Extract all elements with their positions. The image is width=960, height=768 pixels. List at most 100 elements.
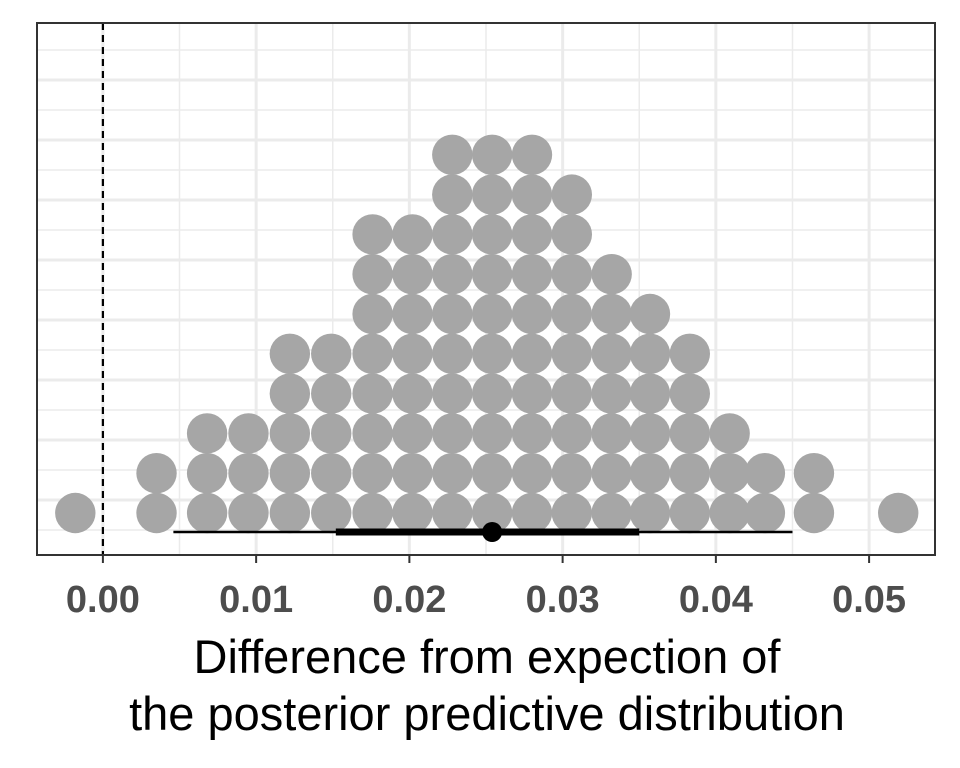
x-axis-title-line-2: the posterior predictive distribution: [129, 687, 845, 740]
dot: [709, 413, 750, 454]
dot: [311, 333, 352, 374]
dot: [352, 333, 393, 374]
dot: [392, 373, 433, 414]
dot: [471, 214, 513, 255]
dot: [551, 492, 593, 534]
dot: [269, 453, 311, 494]
dot: [669, 373, 711, 414]
x-tick-label: 0.02: [372, 579, 446, 621]
dot: [136, 453, 177, 494]
dot: [432, 293, 473, 335]
dot: [629, 413, 671, 454]
dot: [471, 134, 513, 175]
dot: [551, 333, 593, 374]
dot: [669, 333, 711, 374]
dot: [591, 293, 632, 335]
dot: [432, 453, 473, 494]
dot: [511, 453, 553, 494]
dot: [186, 492, 228, 534]
dot: [551, 174, 593, 215]
x-tick-label: 0.03: [526, 579, 600, 621]
dot: [591, 492, 632, 534]
dot: [511, 174, 553, 215]
dot: [352, 492, 393, 534]
dot: [471, 453, 513, 494]
dot: [551, 293, 593, 335]
dot: [392, 453, 433, 494]
dot: [669, 492, 711, 534]
dot: [793, 453, 835, 494]
interval-point: [482, 522, 503, 542]
panel-border: [36, 22, 936, 556]
dot: [471, 492, 513, 534]
dot: [591, 254, 632, 295]
dot: [352, 214, 393, 255]
x-tick-label: 0.04: [679, 579, 753, 621]
dot: [629, 373, 671, 414]
dot: [432, 333, 473, 374]
dot: [392, 214, 433, 255]
dot: [591, 333, 632, 374]
dot: [186, 413, 228, 454]
dot: [629, 453, 671, 494]
dot: [551, 214, 593, 255]
dot: [269, 413, 311, 454]
dot: [311, 453, 352, 494]
interval-summary: [173, 522, 793, 542]
dot: [269, 492, 311, 534]
dot: [629, 492, 671, 534]
dot: [392, 413, 433, 454]
dot: [352, 254, 393, 295]
dot: [392, 254, 433, 295]
dot: [511, 293, 553, 335]
dot: [551, 413, 593, 454]
dot: [432, 254, 473, 295]
dot: [511, 492, 553, 534]
dot: [471, 373, 513, 414]
dot: [629, 293, 671, 335]
dot: [591, 453, 632, 494]
dot: [709, 492, 750, 534]
dot: [551, 373, 593, 414]
x-tick-label: 0.00: [66, 579, 140, 621]
dot: [228, 492, 269, 534]
dot: [511, 214, 553, 255]
x-axis-ticks: 0.00 0.01 0.02 0.03 0.04 0.05: [66, 555, 906, 621]
dot: [471, 333, 513, 374]
dot: [793, 492, 835, 534]
dot: [432, 413, 473, 454]
dot: [471, 254, 513, 295]
dot: [432, 373, 473, 414]
dot: [269, 373, 311, 414]
dot: [511, 413, 553, 454]
dot: [352, 453, 393, 494]
dot: [669, 453, 711, 494]
dot: [392, 492, 433, 534]
dot: [432, 492, 473, 534]
dot: [511, 373, 553, 414]
dot: [228, 413, 269, 454]
dot: [311, 373, 352, 414]
dot: [311, 413, 352, 454]
dot: [629, 333, 671, 374]
x-axis-title-line-1: Difference from expection of: [194, 630, 782, 683]
dot: [392, 333, 433, 374]
dot: [432, 214, 473, 255]
dot: [392, 293, 433, 335]
dot: [352, 373, 393, 414]
dot: [471, 293, 513, 335]
dot: [55, 492, 96, 534]
dot: [228, 453, 269, 494]
dot: [311, 492, 352, 534]
dot: [878, 492, 919, 534]
dot: [136, 492, 177, 534]
dot: [186, 453, 228, 494]
dot: [591, 373, 632, 414]
dot-stacks: [55, 134, 919, 534]
dot: [511, 333, 553, 374]
dot: [471, 413, 513, 454]
dot: [471, 174, 513, 215]
x-tick-label: 0.01: [219, 579, 293, 621]
dot: [551, 254, 593, 295]
